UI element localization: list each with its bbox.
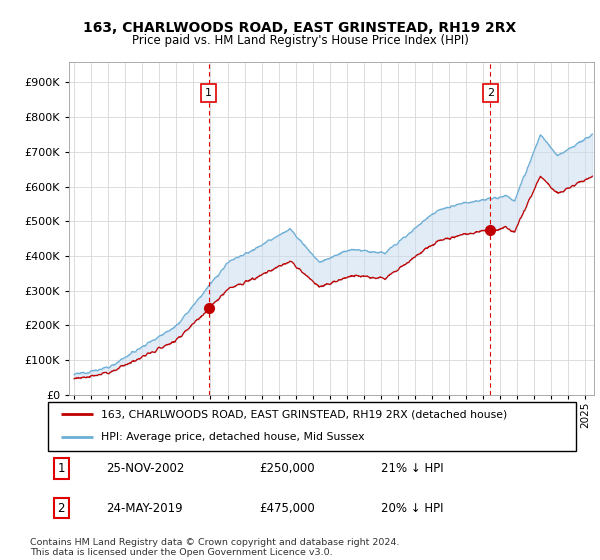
Text: 24-MAY-2019: 24-MAY-2019 (106, 502, 183, 515)
Text: £475,000: £475,000 (259, 502, 315, 515)
Text: 1: 1 (205, 88, 212, 98)
Text: 20% ↓ HPI: 20% ↓ HPI (380, 502, 443, 515)
Text: 25-NOV-2002: 25-NOV-2002 (106, 462, 184, 475)
Text: £250,000: £250,000 (259, 462, 315, 475)
Text: 1: 1 (58, 462, 65, 475)
Text: 21% ↓ HPI: 21% ↓ HPI (380, 462, 443, 475)
Text: 163, CHARLWOODS ROAD, EAST GRINSTEAD, RH19 2RX: 163, CHARLWOODS ROAD, EAST GRINSTEAD, RH… (83, 21, 517, 35)
Text: 2: 2 (58, 502, 65, 515)
Text: Contains HM Land Registry data © Crown copyright and database right 2024.
This d: Contains HM Land Registry data © Crown c… (30, 538, 400, 557)
Text: HPI: Average price, detached house, Mid Sussex: HPI: Average price, detached house, Mid … (101, 432, 364, 442)
Text: Price paid vs. HM Land Registry's House Price Index (HPI): Price paid vs. HM Land Registry's House … (131, 34, 469, 46)
FancyBboxPatch shape (48, 402, 576, 451)
Text: 2: 2 (487, 88, 494, 98)
Text: 163, CHARLWOODS ROAD, EAST GRINSTEAD, RH19 2RX (detached house): 163, CHARLWOODS ROAD, EAST GRINSTEAD, RH… (101, 409, 507, 419)
